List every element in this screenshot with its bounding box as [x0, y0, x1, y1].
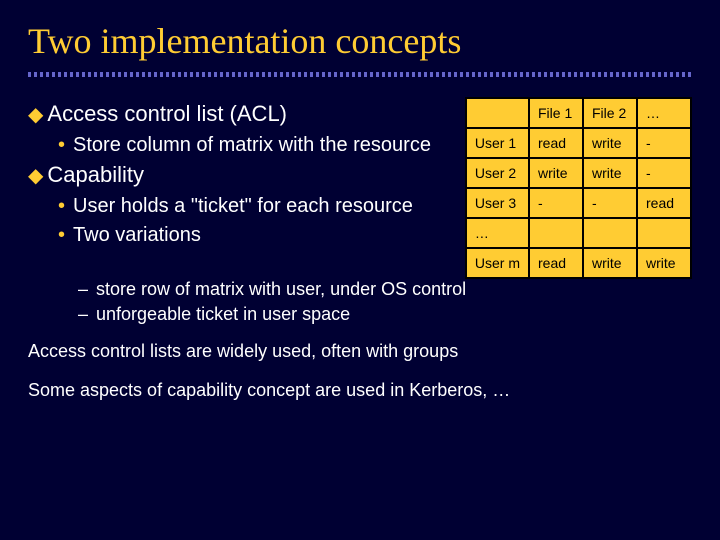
- footer-line-2: Some aspects of capability concept are u…: [28, 378, 692, 403]
- table-cell: …: [637, 98, 691, 128]
- dash-icon: –: [78, 304, 88, 325]
- table-cell: User m: [466, 248, 529, 278]
- cap-sub1: • User holds a "ticket" for each resourc…: [58, 194, 447, 219]
- slide-title: Two implementation concepts: [28, 20, 692, 62]
- heading-capability-label: Capability: [47, 162, 144, 188]
- acl-sub1-text: Store column of matrix with the resource: [73, 133, 431, 158]
- table-cell: write: [529, 158, 583, 188]
- table-cell: User 1: [466, 128, 529, 158]
- cap-sub2: • Two variations: [58, 223, 447, 248]
- table-cell: -: [637, 128, 691, 158]
- heading-acl: ◆ Access control list (ACL): [28, 101, 447, 127]
- heading-capability: ◆ Capability: [28, 162, 447, 188]
- table-cell: [466, 98, 529, 128]
- heading-acl-label: Access control list (ACL): [47, 101, 287, 127]
- cap-subsub1: – store row of matrix with user, under O…: [78, 279, 692, 300]
- acl-table: File 1 File 2 … User 1 read write - User…: [465, 97, 692, 279]
- table-cell: write: [583, 128, 637, 158]
- table-cell: -: [637, 158, 691, 188]
- footer-line-1: Access control lists are widely used, of…: [28, 339, 692, 364]
- title-divider: [28, 72, 692, 77]
- table-cell: [529, 218, 583, 248]
- cap-sub1-text: User holds a "ticket" for each resource: [73, 194, 413, 219]
- table-cell: …: [466, 218, 529, 248]
- cap-subsub2-text: unforgeable ticket in user space: [96, 304, 350, 325]
- table-row: User m read write write: [466, 248, 691, 278]
- table-header-row: File 1 File 2 …: [466, 98, 691, 128]
- cap-sub2-text: Two variations: [73, 223, 201, 248]
- table-cell: File 2: [583, 98, 637, 128]
- table-cell: -: [529, 188, 583, 218]
- table-cell: -: [583, 188, 637, 218]
- cap-subsub1-text: store row of matrix with user, under OS …: [96, 279, 466, 300]
- diamond-icon: ◆: [28, 166, 43, 186]
- table-row: …: [466, 218, 691, 248]
- acl-sub1: • Store column of matrix with the resour…: [58, 133, 447, 158]
- content-row: ◆ Access control list (ACL) • Store colu…: [28, 97, 692, 279]
- table-cell: [637, 218, 691, 248]
- bullet-icon: •: [58, 194, 65, 219]
- table-cell: User 3: [466, 188, 529, 218]
- cap-subsub2: – unforgeable ticket in user space: [78, 304, 692, 325]
- table-cell: write: [583, 248, 637, 278]
- table-row: User 2 write write -: [466, 158, 691, 188]
- table-cell: write: [583, 158, 637, 188]
- bullet-icon: •: [58, 223, 65, 248]
- table-cell: User 2: [466, 158, 529, 188]
- table-cell: write: [637, 248, 691, 278]
- table-row: User 1 read write -: [466, 128, 691, 158]
- left-column: ◆ Access control list (ACL) • Store colu…: [28, 97, 447, 279]
- table-cell: File 1: [529, 98, 583, 128]
- slide: Two implementation concepts ◆ Access con…: [0, 0, 720, 423]
- table-cell: read: [637, 188, 691, 218]
- dash-icon: –: [78, 279, 88, 300]
- bullet-icon: •: [58, 133, 65, 158]
- table-row: User 3 - - read: [466, 188, 691, 218]
- table-cell: [583, 218, 637, 248]
- acl-table-wrap: File 1 File 2 … User 1 read write - User…: [465, 97, 692, 279]
- table-cell: read: [529, 248, 583, 278]
- diamond-icon: ◆: [28, 105, 43, 125]
- table-cell: read: [529, 128, 583, 158]
